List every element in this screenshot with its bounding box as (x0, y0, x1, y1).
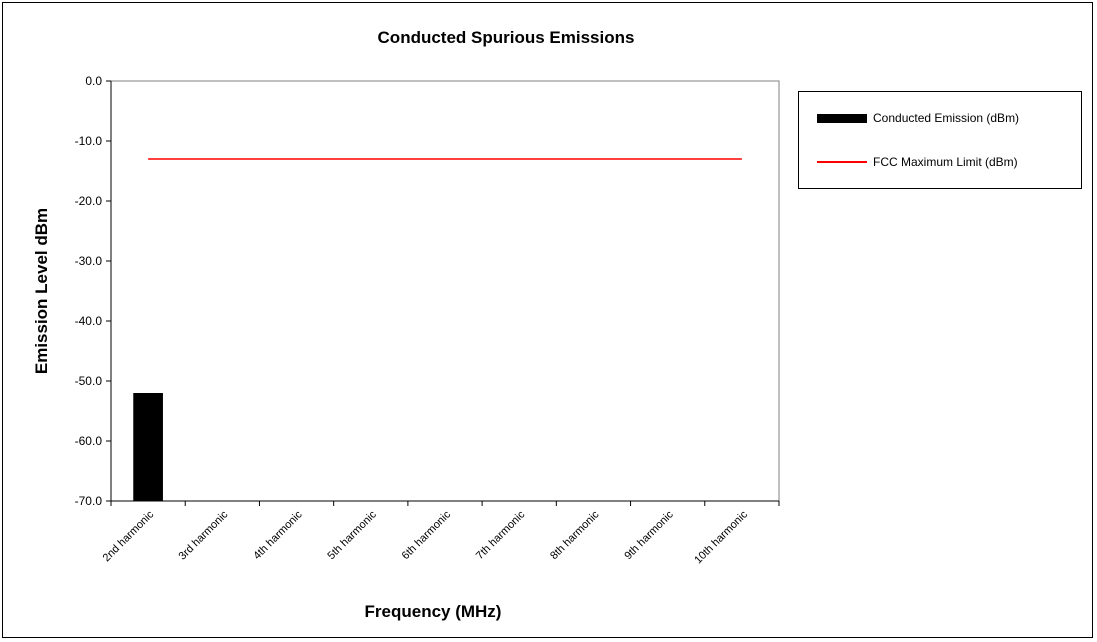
legend-label: FCC Maximum Limit (dBm) (873, 155, 1018, 169)
x-tick-label: 9th harmonic (622, 508, 676, 562)
x-tick-label: 7th harmonic (474, 508, 528, 562)
y-tick-label: -60.0 (75, 434, 103, 448)
legend-swatch-line (817, 161, 867, 163)
chart-canvas: Conducted Spurious Emissions 0.0 -10.0 -20… (32, 28, 780, 621)
x-axis: 2nd harmonic 3rd harmonic 4th harmonic 5th … (101, 500, 780, 566)
bar-series (133, 393, 163, 501)
chart-title: Conducted Spurious Emissions (378, 28, 635, 47)
y-tick-label: -70.0 (75, 494, 103, 508)
legend-item-fcc-limit: FCC Maximum Limit (dBm) (817, 154, 1018, 170)
plot-area (110, 80, 780, 502)
y-tick-label: -30.0 (75, 254, 103, 268)
x-tick-label: 6th harmonic (400, 508, 454, 562)
y-tick-label: -20.0 (75, 194, 103, 208)
legend-item-conducted-emission: Conducted Emission (dBm) (817, 110, 1019, 126)
x-tick-label: 4th harmonic (251, 508, 305, 562)
x-tick-label: 2nd harmonic (101, 508, 157, 564)
legend-swatch-bar (817, 113, 867, 123)
y-axis-label: Emission Level dBm (32, 208, 51, 374)
x-tick-label: 10th harmonic (692, 508, 750, 566)
x-axis-label: Frequency (MHz) (365, 602, 502, 621)
bar (133, 393, 163, 501)
y-tick-label: -40.0 (75, 314, 103, 328)
x-tick-label: 3rd harmonic (177, 508, 231, 562)
y-axis: 0.0 -10.0 -20.0 -30.0 -40.0 -50.0 -60.0 -70.0 (75, 74, 112, 508)
legend: Conducted Emission (dBm) FCC Maximum Lim… (798, 91, 1082, 189)
x-tick-label: 5th harmonic (325, 508, 379, 562)
y-tick-label: 0.0 (85, 74, 102, 88)
y-tick-label: -50.0 (75, 374, 103, 388)
y-tick-label: -10.0 (75, 134, 103, 148)
legend-label: Conducted Emission (dBm) (873, 111, 1020, 125)
x-tick-label: 8th harmonic (548, 508, 602, 562)
